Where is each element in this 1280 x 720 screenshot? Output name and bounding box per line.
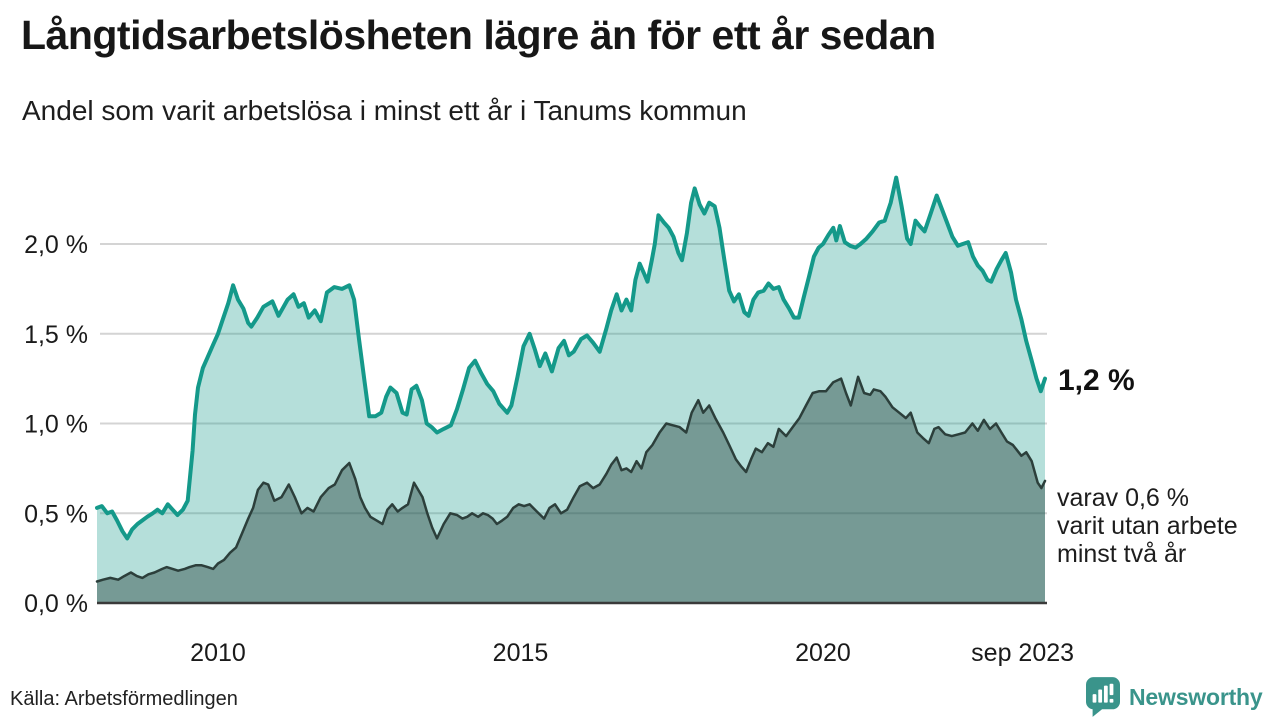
secondary-series-line	[95, 375, 1047, 583]
x-axis-label: 2010	[190, 639, 246, 667]
source-note: Källa: Arbetsförmedlingen	[10, 688, 238, 710]
x-axis-label: 2020	[795, 639, 851, 667]
secondary-value-annotation: varav 0,6 % varit utan arbete minst två …	[1057, 484, 1238, 568]
secondary-annotation-line-2: varit utan arbete	[1057, 512, 1238, 540]
secondary-annotation-line-3: minst två år	[1057, 540, 1187, 568]
y-axis-label: 0,5 %	[24, 500, 88, 528]
newsworthy-logo-icon	[1086, 677, 1120, 717]
page-title: Långtidsarbetslösheten lägre än för ett …	[21, 12, 936, 58]
x-axis-label: 2015	[493, 639, 549, 667]
y-axis-label: 2,0 %	[24, 231, 88, 259]
page-subtitle: Andel som varit arbetslösa i minst ett å…	[22, 95, 747, 126]
primary-series-line	[95, 175, 1047, 541]
y-axis-label: 1,0 %	[24, 411, 88, 439]
secondary-series-area	[97, 376, 1045, 603]
secondary-annotation-line-1: varav 0,6 %	[1057, 484, 1190, 512]
newsworthy-logo: Newsworthy	[1086, 677, 1263, 717]
newsworthy-logo-text: Newsworthy	[1129, 683, 1263, 710]
x-axis-label: sep 2023	[971, 639, 1074, 667]
y-axis-label: 0,0 %	[24, 590, 88, 618]
latest-value-annotation: 1,2 %	[1058, 364, 1135, 397]
y-axis-label: 1,5 %	[24, 321, 88, 349]
